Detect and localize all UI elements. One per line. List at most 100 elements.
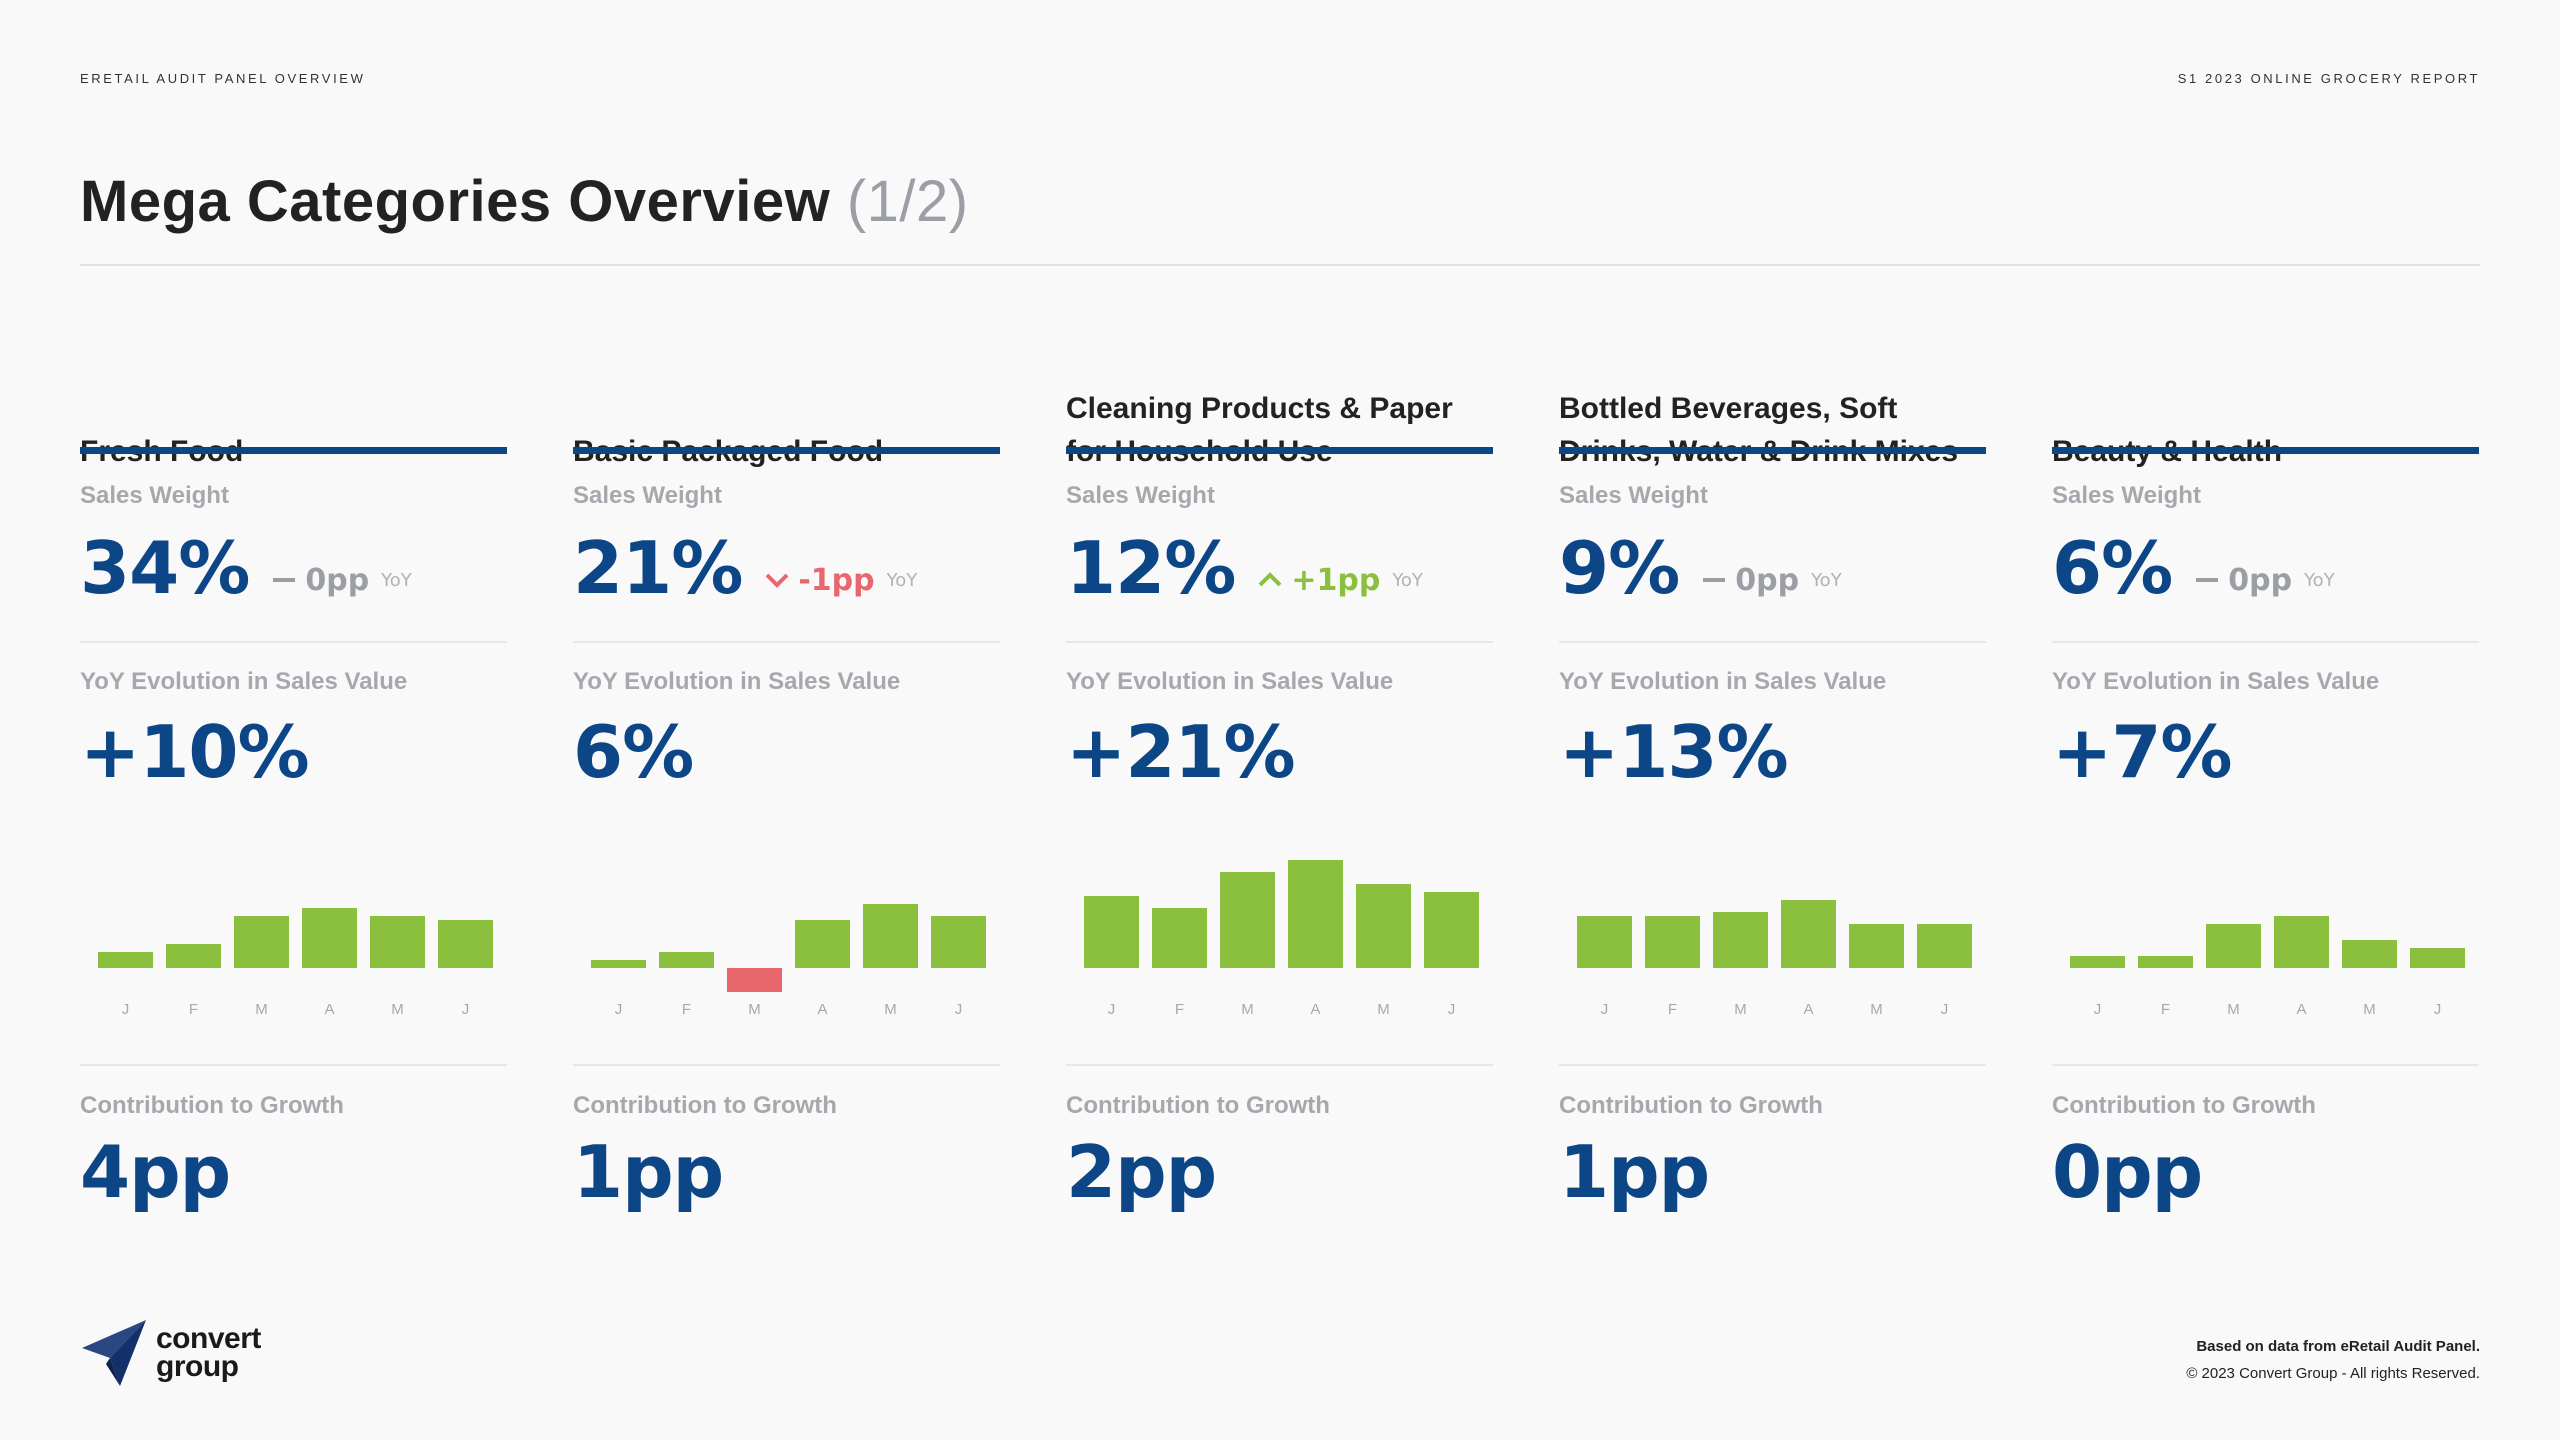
chart-bar [98,952,153,968]
contribution-label: Contribution to Growth [1559,1092,1823,1119]
page-counter: (1/2) [846,169,969,234]
sales-weight-value: 21% [573,526,743,610]
contribution-label: Contribution to Growth [1066,1092,1330,1119]
section-divider [573,1064,1000,1066]
title-divider [80,264,2480,266]
footer-notes: Based on data from eRetail Audit Panel. … [2186,1338,2480,1382]
contribution-value: 1pp [1559,1130,1710,1214]
chart-month-label: M [2363,1001,2376,1018]
section-divider [2052,641,2479,643]
section-divider [573,641,1000,643]
section-divider [80,1064,507,1066]
chart-month-label: M [1734,1001,1747,1018]
yoy-evolution-value: +21% [1066,710,1296,794]
weight-change: -1pp YoY [764,563,917,598]
logo-line-1: convert [156,1322,261,1355]
chart-bar [1288,860,1343,968]
category-card: Beauty & Health Sales Weight 6% 0pp YoY … [2052,340,2479,1240]
chart-month-label: M [255,1001,268,1018]
sales-weight-row: 34% 0pp YoY [80,526,412,616]
chart-bar [1424,892,1479,968]
chart-bar [1152,908,1207,968]
category-accent-bar [573,447,1000,454]
contribution-value: 0pp [2052,1130,2203,1214]
chart-month-label: J [1601,1001,1609,1018]
section-divider [1559,641,1986,643]
weight-change-value: +1pp [1291,562,1381,598]
chart-bar [1713,912,1768,968]
weight-change-value: -1pp [798,562,875,598]
yoy-tag: YoY [1392,569,1423,591]
chevron-up-icon [1258,572,1282,587]
chart-month-label: F [2161,1001,2170,1018]
chart-month-label: J [462,1001,470,1018]
chart-bar [591,960,646,968]
chart-bar [2274,916,2329,968]
chart-month-label: A [1803,1001,1813,1018]
weight-change: 0pp YoY [271,563,412,598]
yoy-evolution-label: YoY Evolution in Sales Value [80,668,408,695]
chart-month-label: A [817,1001,827,1018]
chart-bar [1781,900,1836,968]
section-divider [80,641,507,643]
section-divider [2052,1064,2479,1066]
sales-weight-label: Sales Weight [573,482,722,509]
sales-weight-row: 6% 0pp YoY [2052,526,2335,616]
yoy-tag: YoY [2304,569,2335,591]
contribution-value: 2pp [1066,1130,1217,1214]
chart-month-label: M [1377,1001,1390,1018]
chart-month-label: J [2094,1001,2102,1018]
sales-weight-label: Sales Weight [1559,482,1708,509]
chart-month-label: M [391,1001,404,1018]
chart-month-label: M [748,1001,761,1018]
yoy-evolution-value: +7% [2052,710,2233,794]
chart-month-label: A [324,1001,334,1018]
category-accent-bar [2052,447,2479,454]
chevron-down-icon [765,573,789,588]
chart-bar [2138,956,2193,968]
weight-change: 0pp YoY [1701,563,1842,598]
category-card: Cleaning Products & Paper for Household … [1066,340,1493,1240]
report-name-label: S1 2023 ONLINE GROCERY REPORT [2177,71,2480,86]
chart-bar [438,920,493,968]
chart-bar [2206,924,2261,968]
sales-weight-value: 12% [1066,526,1236,610]
weight-change: +1pp YoY [1257,563,1423,598]
yoy-evolution-value: 6% [573,710,694,794]
chart-month-label: M [2227,1001,2240,1018]
yoy-evolution-label: YoY Evolution in Sales Value [1559,668,1887,695]
company-logo: convert group [80,1318,261,1388]
chart-bar [795,920,850,968]
chart-month-label: A [2296,1001,2306,1018]
chart-bar [2410,948,2465,968]
category-accent-bar [1066,447,1493,454]
sales-weight-label: Sales Weight [1066,482,1215,509]
chart-bar [1356,884,1411,968]
sales-weight-value: 9% [1559,526,1680,610]
category-card: Basic Packaged Food Sales Weight 21% -1p… [573,340,1000,1240]
chart-bar [1849,924,1904,968]
chart-month-label: J [1448,1001,1456,1018]
page-title-text: Mega Categories Overview [80,169,831,234]
chart-bar [370,916,425,968]
yoy-evolution-value: +13% [1559,710,1789,794]
chart-bar [1917,924,1972,968]
flat-dash-icon [273,578,296,582]
flat-dash-icon [2196,578,2219,582]
sales-weight-value: 34% [80,526,250,610]
yoy-tag: YoY [381,569,412,591]
chart-month-label: M [1870,1001,1883,1018]
chart-month-label: J [2434,1001,2442,1018]
chart-month-label: J [122,1001,130,1018]
category-title: Cleaning Products & Paper for Household … [1066,392,1453,468]
chart-month-label: F [682,1001,691,1018]
chart-month-label: A [1310,1001,1320,1018]
category-accent-bar [1559,447,1986,454]
chart-bar [234,916,289,968]
section-divider [1066,641,1493,643]
chart-month-label: M [884,1001,897,1018]
chart-bar [1084,896,1139,968]
data-source-note: Based on data from eRetail Audit Panel. [2196,1338,2480,1355]
